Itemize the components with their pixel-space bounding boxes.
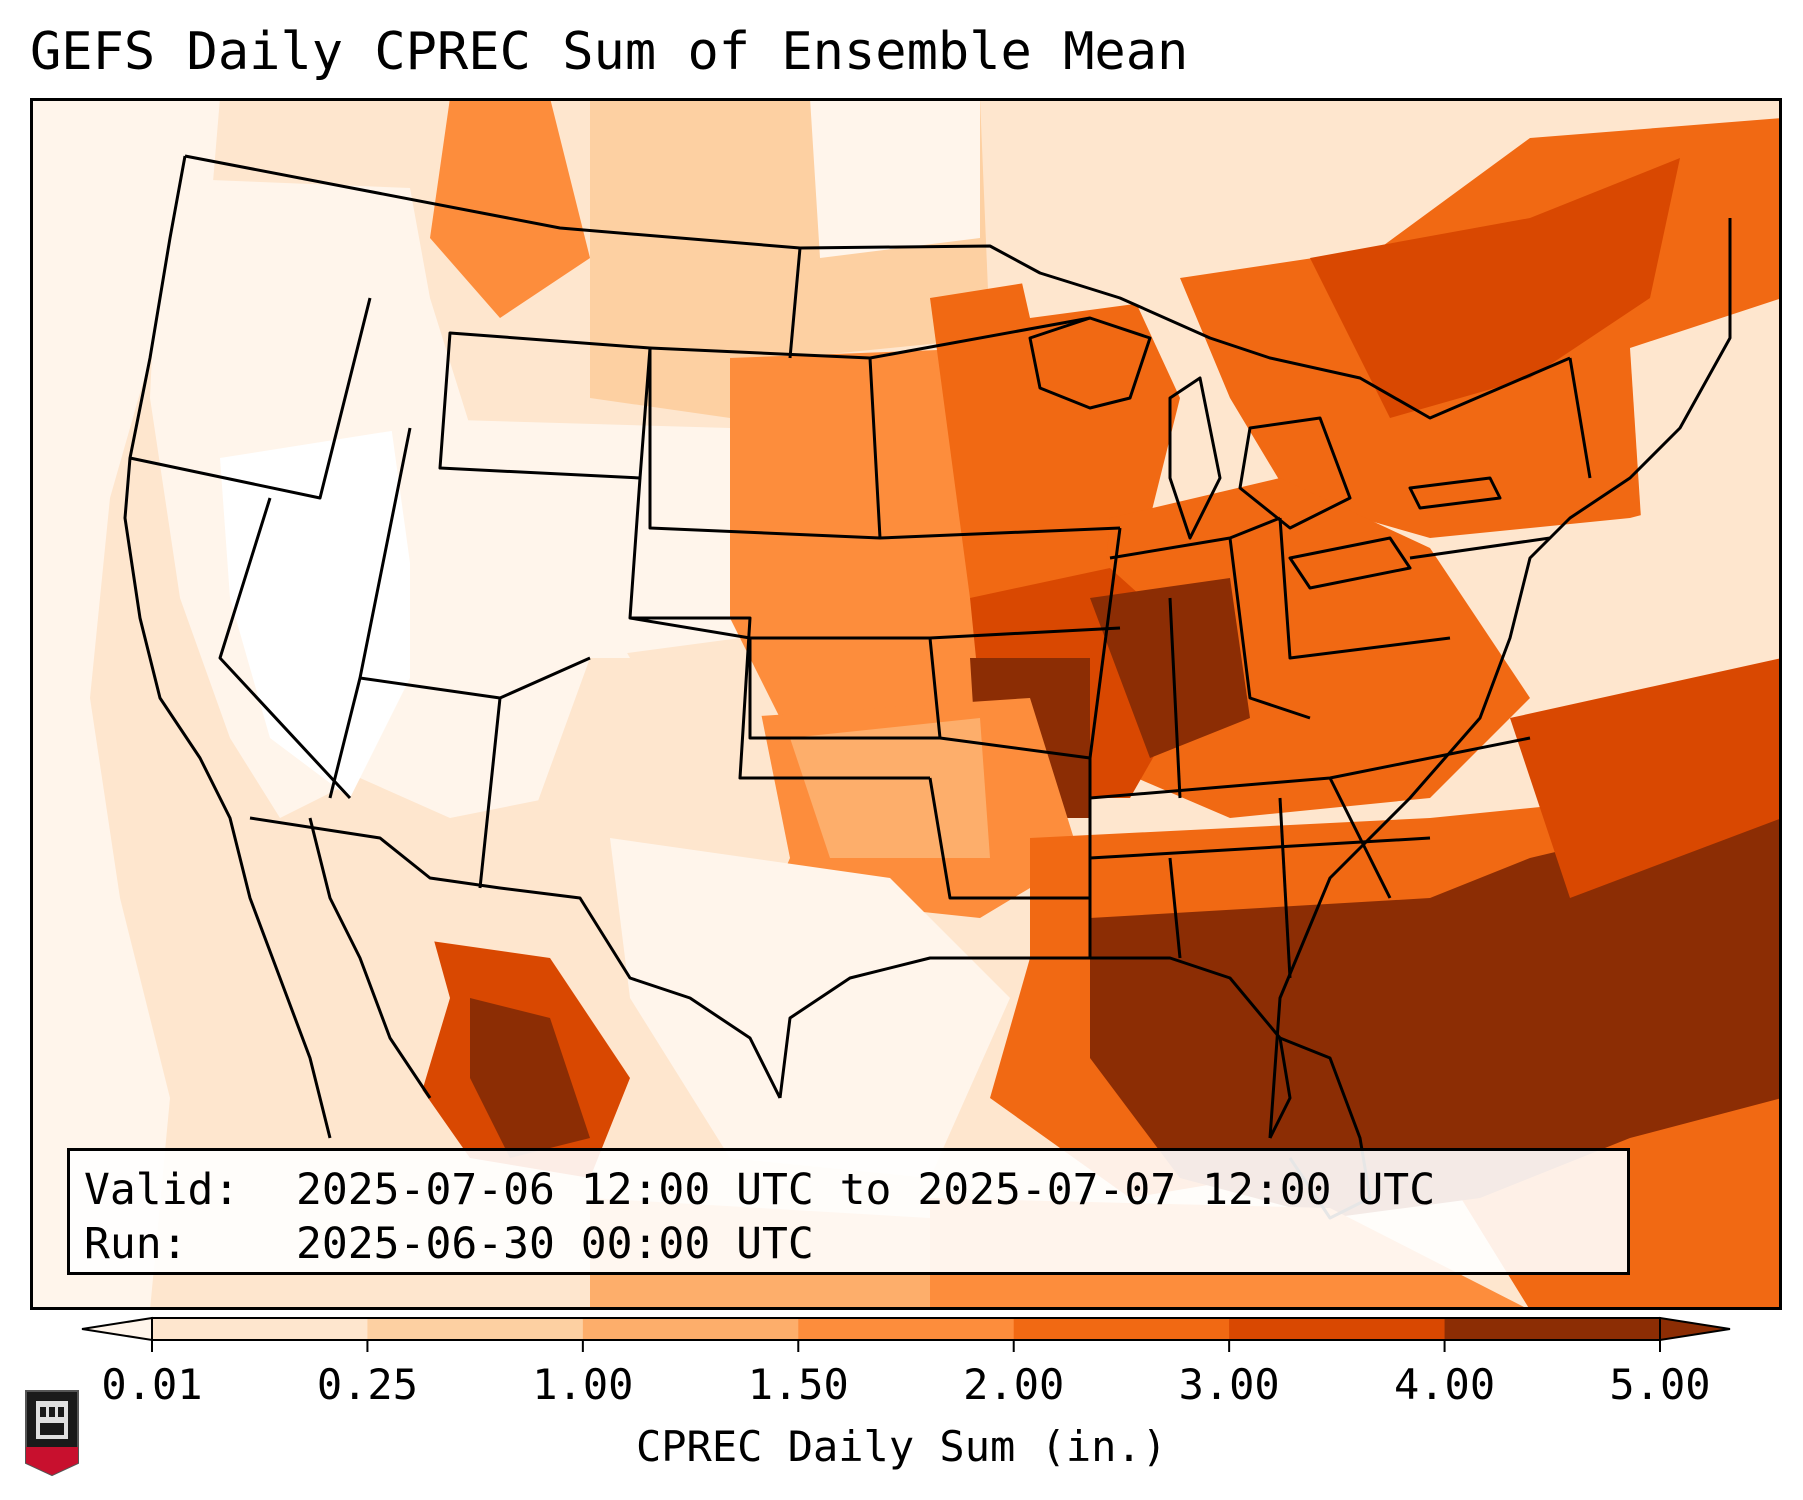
colorbar-tick-label: 3.00 bbox=[1178, 1360, 1280, 1409]
colorbar-segment bbox=[367, 1318, 584, 1340]
colorbar-outline bbox=[151, 1317, 1661, 1341]
valid-run-info-box: Valid: 2025-07-06 12:00 UTC to 2025-07-07… bbox=[67, 1148, 1630, 1275]
colorbar-tick-label: 5.00 bbox=[1609, 1360, 1711, 1409]
valid-line: Valid: 2025-07-06 12:00 UTC to 2025-07-07… bbox=[84, 1165, 1435, 1215]
colorbar-tick-label: 0.01 bbox=[101, 1360, 203, 1409]
colorbar-tick-label: 4.00 bbox=[1393, 1360, 1496, 1409]
colorbar-tick-label: 0.25 bbox=[316, 1360, 418, 1409]
map-title: GEFS Daily CPREC Sum of Ensemble Mean bbox=[30, 22, 1189, 82]
map-frame bbox=[30, 98, 1782, 1310]
colorbar-label: CPREC Daily Sum (in.) bbox=[635, 1422, 1167, 1471]
colorbar-segment bbox=[1229, 1318, 1446, 1340]
valid-label: Valid: bbox=[84, 1165, 240, 1215]
colorbar-extension-high bbox=[1659, 1316, 1731, 1342]
colorbar-segment bbox=[1444, 1318, 1661, 1340]
precipitation-shading bbox=[30, 98, 1782, 1310]
colorbar-tick-label: 1.50 bbox=[747, 1360, 849, 1409]
colorbar-segment bbox=[1013, 1318, 1230, 1340]
colorbar-tick-label: 2.00 bbox=[963, 1360, 1065, 1409]
precipitation-map bbox=[30, 98, 1782, 1310]
colorbar-tick-label: 1.00 bbox=[532, 1360, 634, 1409]
colorbar-segment bbox=[798, 1318, 1015, 1340]
colorbar-extension-low bbox=[81, 1316, 153, 1342]
colorbar-segment bbox=[582, 1318, 799, 1340]
run-label: Run: bbox=[84, 1219, 188, 1269]
run-value: 2025-06-30 00:00 UTC bbox=[296, 1219, 814, 1269]
run-line: Run: 2025-06-30 00:00 UTC bbox=[84, 1219, 814, 1269]
colorbar bbox=[81, 1316, 1731, 1352]
colorbar-segment bbox=[152, 1318, 368, 1340]
state-boundaries bbox=[123, 154, 1732, 1220]
niu-logo bbox=[25, 1390, 79, 1477]
valid-value: 2025-07-06 12:00 UTC to 2025-07-07 12:00… bbox=[296, 1165, 1436, 1215]
